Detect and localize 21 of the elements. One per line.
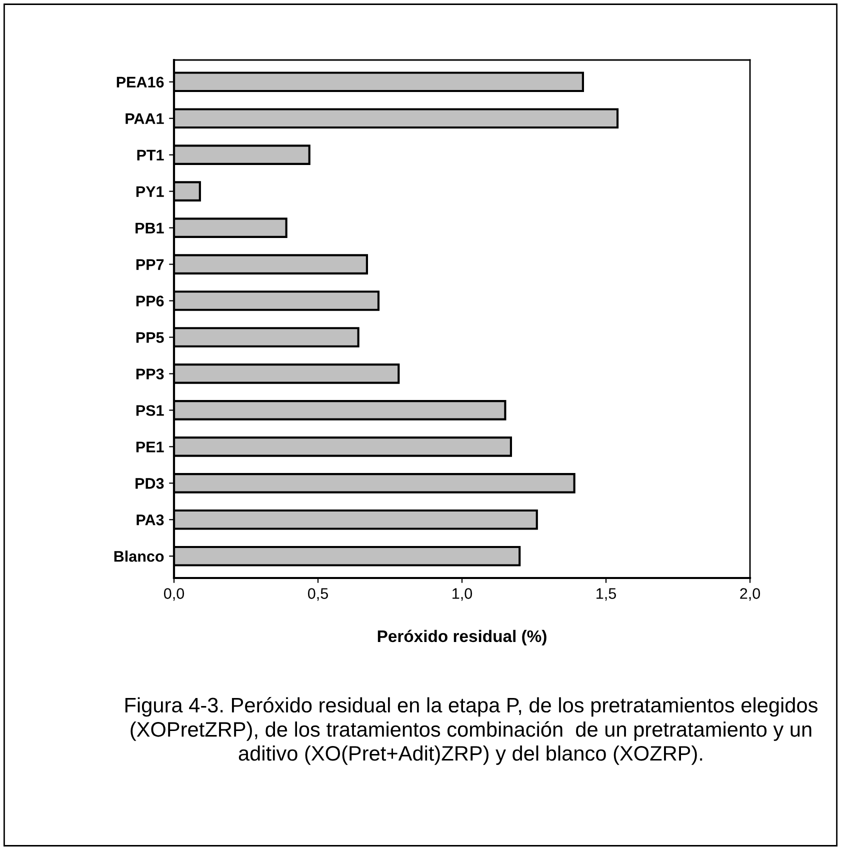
y-tick-label: PP6: [136, 296, 164, 306]
x-tick-label: 0,0: [164, 588, 184, 601]
y-tick-label: PD3: [136, 478, 164, 489]
y-tick-label: PT1: [137, 150, 164, 160]
y-tick-label: PY1: [136, 186, 164, 197]
y-tick-label: PP7: [136, 259, 164, 270]
y-tick-label: PA3: [136, 514, 164, 526]
x-tick-label: 2,0: [740, 588, 760, 601]
y-tick-label: PE1: [136, 442, 164, 452]
y-tick-label: PEA16: [116, 76, 164, 88]
y-tick-label: PS1: [136, 405, 164, 416]
y-tick-label: Blanco: [114, 550, 164, 562]
x-tick-label: 1,0: [452, 588, 472, 601]
y-tick-label: PAA1: [126, 113, 164, 124]
text: Figura 4-3. Peróxido residual en la etapa P, de los pretratamientos elegidos (XOPretZRP), de los tratamientos combinación de un pretratamiento y un aditivo (XO(Pret+Adit)ZRP) y del blanco (XOZRP).: [125, 697, 818, 765]
x-axis-title: Peróxido residual (%): [378, 630, 546, 646]
x-tick-label: 0,5: [308, 588, 328, 601]
y-tick-label: PP5: [136, 332, 164, 343]
y-tick-label: PP3: [136, 368, 164, 380]
x-tick-label: 1,5: [596, 588, 616, 601]
y-tick-label: PB1: [136, 222, 164, 234]
